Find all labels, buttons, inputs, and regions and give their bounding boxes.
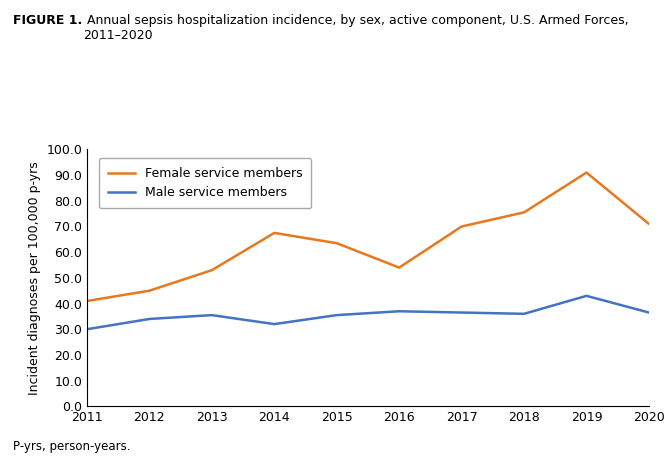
Male service members	[645, 310, 653, 315]
Female service members	[145, 288, 153, 293]
Text: Annual sepsis hospitalization incidence, by sex, active component, U.S. Armed Fo: Annual sepsis hospitalization incidence,…	[83, 14, 628, 42]
Male service members	[145, 316, 153, 322]
Male service members	[520, 311, 528, 317]
Line: Male service members: Male service members	[87, 296, 649, 329]
Female service members	[645, 221, 653, 226]
Text: FIGURE 1.: FIGURE 1.	[13, 14, 83, 27]
Female service members	[208, 267, 216, 273]
Male service members	[208, 312, 216, 318]
Male service members	[458, 310, 466, 315]
Female service members	[583, 170, 591, 175]
Male service members	[583, 293, 591, 299]
Male service members	[332, 312, 341, 318]
Male service members	[83, 326, 91, 332]
Female service members	[83, 298, 91, 304]
Female service members	[395, 265, 403, 270]
Female service members	[458, 224, 466, 229]
Line: Female service members: Female service members	[87, 172, 649, 301]
Female service members	[520, 210, 528, 215]
Y-axis label: Incident diagnoses per 100,000 p-yrs: Incident diagnoses per 100,000 p-yrs	[27, 161, 41, 395]
Legend: Female service members, Male service members: Female service members, Male service mem…	[99, 158, 312, 208]
Text: P-yrs, person-years.: P-yrs, person-years.	[13, 440, 131, 453]
Male service members	[270, 321, 278, 327]
Male service members	[395, 308, 403, 314]
Female service members	[270, 230, 278, 236]
Female service members	[332, 241, 341, 246]
